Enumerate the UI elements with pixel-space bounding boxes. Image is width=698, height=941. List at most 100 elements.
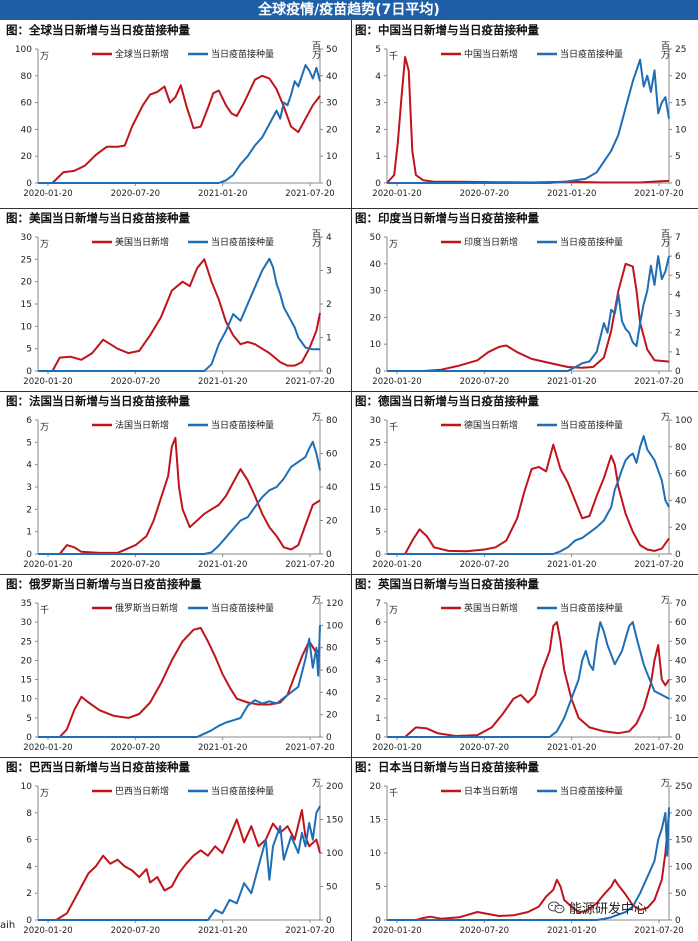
y-tick-label-right: 80 (326, 416, 338, 426)
y-tick-label-right: 20 (675, 72, 687, 82)
y-tick-label-left: 0 (26, 733, 32, 743)
y-tick-label-left: 0 (26, 916, 32, 926)
y-tick-label-left: 15 (21, 300, 32, 310)
x-tick-label: 2020-07-20 (460, 377, 509, 387)
y-tick-label-right: 0 (326, 916, 332, 926)
unit-label-left: 万 (38, 788, 49, 798)
chart-panel-russia: 图：俄罗斯当日新增与当日疫苗接种量 0 5 10 15 20 25 30 35 0 20 40 60 8… (4, 575, 348, 757)
y-tick-label-left: 2 (26, 505, 32, 515)
series-line-cases (387, 812, 670, 921)
y-tick-label-left: 20 (21, 278, 33, 288)
unit-label-left: 万 (38, 422, 49, 432)
y-tick-label-right: 70 (675, 599, 687, 609)
x-tick-label: 2020-01-20 (372, 926, 421, 936)
y-tick-label-left: 2 (375, 695, 381, 705)
chart-panel-china: 图：中国当日新增与当日疫苗接种量 0 1 2 3 4 5 0 5 10 15 20 25 千 百万 2020… (353, 21, 697, 203)
chart-title: 图：全球当日新增与当日疫苗接种量 (6, 23, 190, 37)
chart-title: 图：法国当日新增与当日疫苗接种量 (6, 394, 190, 408)
chart-title: 图：英国当日新增与当日疫苗接种量 (355, 577, 539, 591)
y-tick-label-right: 10 (675, 714, 687, 724)
y-tick-label-left: 30 (370, 416, 382, 426)
chart-svg: 0 5 10 15 20 25 30 35 0 20 40 60 80 100 120 千 万 2020-01-2… (21, 595, 344, 753)
row-divider (0, 391, 698, 392)
y-tick-label-left: 4 (375, 72, 381, 82)
series-line-cases (387, 262, 670, 372)
y-tick-label-right: 5 (675, 271, 681, 281)
y-tick-label-right: 10 (326, 152, 338, 162)
y-tick-label-right: 40 (326, 688, 338, 698)
chart-panel-uk: 图：英国当日新增与当日疫苗接种量 0 1 2 3 4 5 6 7 0 10 20 30 40 50 60 70… (353, 575, 697, 757)
y-tick-label-left: 60 (21, 99, 33, 109)
y-tick-label-left: 15 (370, 483, 381, 493)
y-tick-label-left: 5 (26, 714, 32, 724)
y-tick-label-right: 250 (675, 782, 692, 792)
chart-panel-india: 图：印度当日新增与当日疫苗接种量 0 10 20 30 40 50 0 1 2 3 4 5 6 7 万 百万 2… (353, 209, 697, 391)
y-tick-label-left: 20 (370, 313, 382, 323)
x-tick-label: 2020-01-20 (23, 377, 72, 387)
chart-svg: 0 10 20 30 40 50 0 1 2 3 4 5 6 7 万 百万 2020-01-20 2020-07-… (370, 229, 684, 387)
row-divider (0, 757, 698, 758)
y-tick-label-right: 100 (326, 621, 343, 631)
x-tick-label: 2021-07-20 (285, 377, 334, 387)
x-tick-label: 2020-07-20 (111, 189, 160, 199)
x-tick-label: 2021-07-20 (634, 743, 683, 753)
y-tick-label-right: 4 (675, 290, 681, 300)
x-tick-label: 2020-01-20 (372, 189, 421, 199)
y-tick-label-right: 50 (675, 889, 687, 899)
x-tick-label: 2021-01-20 (547, 560, 596, 570)
series-line-vaccine (38, 625, 321, 738)
x-tick-label: 2021-01-20 (547, 189, 596, 199)
y-tick-label-left: 3 (375, 99, 381, 109)
y-tick-label-left: 0 (375, 550, 381, 560)
series-line-vaccine (387, 807, 670, 921)
unit-label-right: 百万 (310, 41, 321, 60)
series-line-cases (387, 443, 670, 555)
legend-label-vaccine: 当日疫苗接种量 (211, 236, 274, 248)
x-tick-label: 2020-07-20 (111, 743, 160, 753)
unit-label-right: 百万 (659, 41, 670, 60)
y-tick-label-right: 200 (675, 809, 692, 819)
y-tick-label-left: 10 (21, 782, 33, 792)
y-tick-label-left: 0 (26, 367, 32, 377)
x-tick-label: 2021-01-20 (547, 743, 596, 753)
legend-label-vaccine: 当日疫苗接种量 (211, 48, 274, 60)
x-tick-label: 2020-07-20 (460, 926, 509, 936)
y-tick-label-right: 1 (326, 334, 332, 344)
y-tick-label-right: 50 (675, 637, 687, 647)
y-tick-label-right: 7 (675, 233, 681, 243)
legend-label-vaccine: 当日疫苗接种量 (560, 236, 623, 248)
series-line-cases (38, 809, 321, 921)
y-tick-label-left: 4 (26, 862, 32, 872)
y-tick-label-right: 3 (675, 310, 681, 320)
y-tick-label-left: 7 (375, 599, 381, 609)
y-tick-label-right: 0 (326, 733, 332, 743)
y-tick-label-left: 0 (26, 179, 32, 189)
x-tick-label: 2020-07-20 (111, 377, 160, 387)
y-tick-label-left: 5 (375, 45, 381, 55)
series-line-cases (38, 436, 321, 555)
legend-label-vaccine: 当日疫苗接种量 (560, 785, 623, 797)
x-tick-label: 2021-01-20 (547, 926, 596, 936)
chart-title: 图：日本当日新增与当日疫苗接种量 (355, 760, 539, 774)
series-line-vaccine (387, 255, 670, 372)
y-tick-label-right: 2 (675, 329, 681, 339)
chart-title: 图：美国当日新增与当日疫苗接种量 (6, 211, 190, 225)
y-tick-label-right: 20 (326, 125, 338, 135)
unit-label-right: 万 (310, 778, 321, 788)
y-tick-label-right: 0 (326, 179, 332, 189)
chart-svg: 0 5 10 15 20 25 30 0 1 2 3 4 万 百万 2020-01-20 2020-07-20… (21, 229, 335, 387)
x-tick-label: 2021-07-20 (285, 743, 334, 753)
chart-title: 图：德国当日新增与当日疫苗接种量 (355, 394, 539, 408)
y-tick-label-left: 6 (26, 416, 32, 426)
y-tick-label-left: 20 (370, 461, 382, 471)
unit-label-left: 万 (38, 239, 49, 249)
y-tick-label-right: 1 (675, 348, 681, 358)
legend-label-vaccine: 当日疫苗接种量 (211, 419, 274, 431)
y-tick-label-right: 60 (326, 666, 338, 676)
y-tick-label-right: 0 (326, 367, 332, 377)
y-tick-label-right: 60 (675, 470, 687, 480)
y-tick-label-left: 5 (375, 883, 381, 893)
legend-label-cases: 英国当日新增 (464, 602, 518, 614)
x-tick-label: 2020-07-20 (111, 560, 160, 570)
